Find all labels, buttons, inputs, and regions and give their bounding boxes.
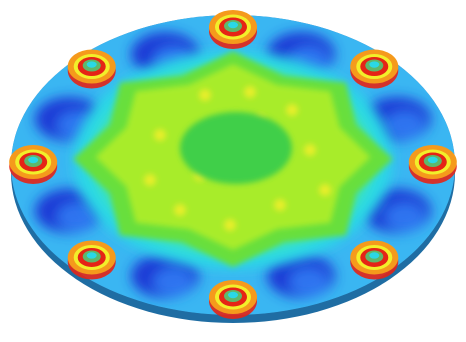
bolt-hole: [9, 145, 58, 184]
stress-contour-top-face: [11, 15, 455, 315]
yellow-hotspot: [304, 144, 316, 156]
center-stress-disk: [180, 112, 292, 184]
yellow-hotspot: [274, 199, 286, 211]
yellow-hotspot: [224, 219, 236, 231]
yellow-hotspot: [244, 86, 256, 98]
bolt-hole: [350, 49, 399, 89]
yellow-hotspot: [174, 204, 186, 216]
bolt-hole: [350, 240, 399, 280]
bolt-hole: [67, 49, 116, 89]
low-stress-blob: [385, 111, 426, 140]
yellow-hotspot: [199, 89, 211, 101]
low-stress-blob: [385, 202, 426, 231]
bolt-hole: [209, 280, 257, 319]
low-stress-blob: [56, 202, 97, 231]
low-stress-blob: [288, 267, 329, 296]
bolt-holes: [9, 10, 457, 319]
bolt-hole: [67, 240, 116, 280]
low-stress-blob: [153, 267, 194, 296]
bolt-hole: [209, 10, 257, 49]
yellow-hotspot: [319, 184, 331, 196]
yellow-hotspot: [144, 174, 156, 186]
yellow-hotspot: [154, 129, 166, 141]
yellow-hotspot: [286, 104, 298, 116]
bolt-hole: [408, 145, 457, 184]
